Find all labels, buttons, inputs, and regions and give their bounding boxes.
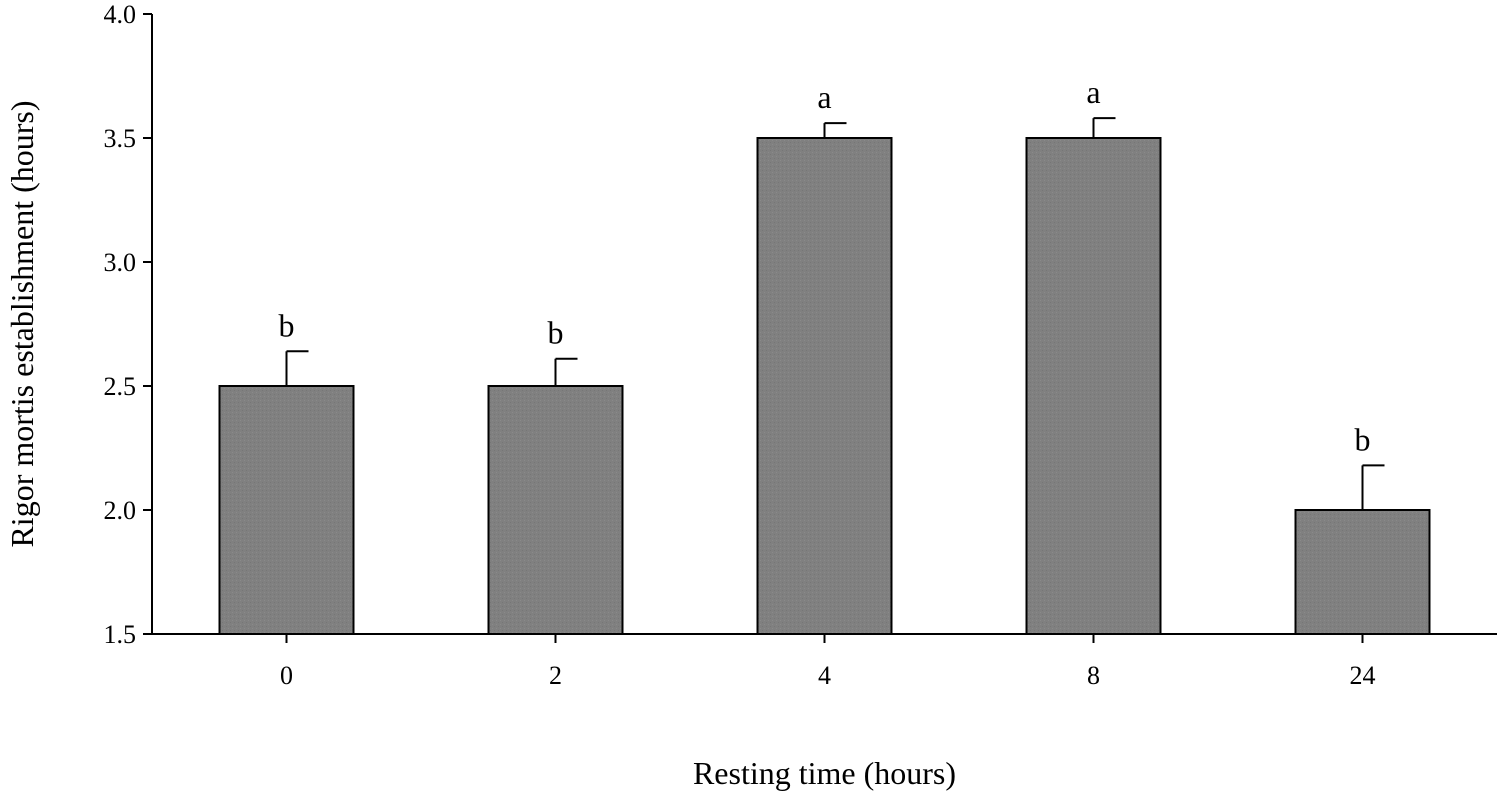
x-tick-label: 4	[818, 661, 831, 690]
significance-letter-4: a	[817, 79, 831, 115]
y-tick-label: 3.0	[104, 248, 137, 277]
x-tick-label: 24	[1350, 661, 1376, 690]
significance-letter-2: b	[548, 315, 564, 351]
y-axis-ticks: 1.5 2.0 2.5 3.0 3.5 4.0	[104, 0, 152, 649]
bars: b b a a b	[218, 74, 1431, 635]
y-tick-label: 4.0	[104, 0, 137, 29]
x-axis-title: Resting time (hours)	[693, 755, 956, 791]
y-tick-label: 2.5	[104, 372, 137, 401]
significance-letter-8: a	[1086, 74, 1100, 110]
x-tick-label: 2	[549, 661, 562, 690]
bar-4	[756, 137, 893, 635]
x-tick-label: 0	[280, 661, 293, 690]
y-axis-title: Rigor mortis establishment (hours)	[4, 100, 40, 547]
y-tick-label: 1.5	[104, 620, 137, 649]
bar-2	[487, 385, 624, 635]
y-tick-label: 2.0	[104, 496, 137, 525]
bar-24	[1294, 509, 1431, 635]
significance-letter-24: b	[1355, 421, 1371, 457]
y-tick-label: 3.5	[104, 124, 137, 153]
bar-8	[1025, 137, 1162, 635]
bar-0	[218, 385, 355, 635]
x-axis-ticks: 0 2 4 8 24	[280, 634, 1376, 690]
x-tick-label: 8	[1087, 661, 1100, 690]
significance-letter-0: b	[279, 307, 295, 343]
